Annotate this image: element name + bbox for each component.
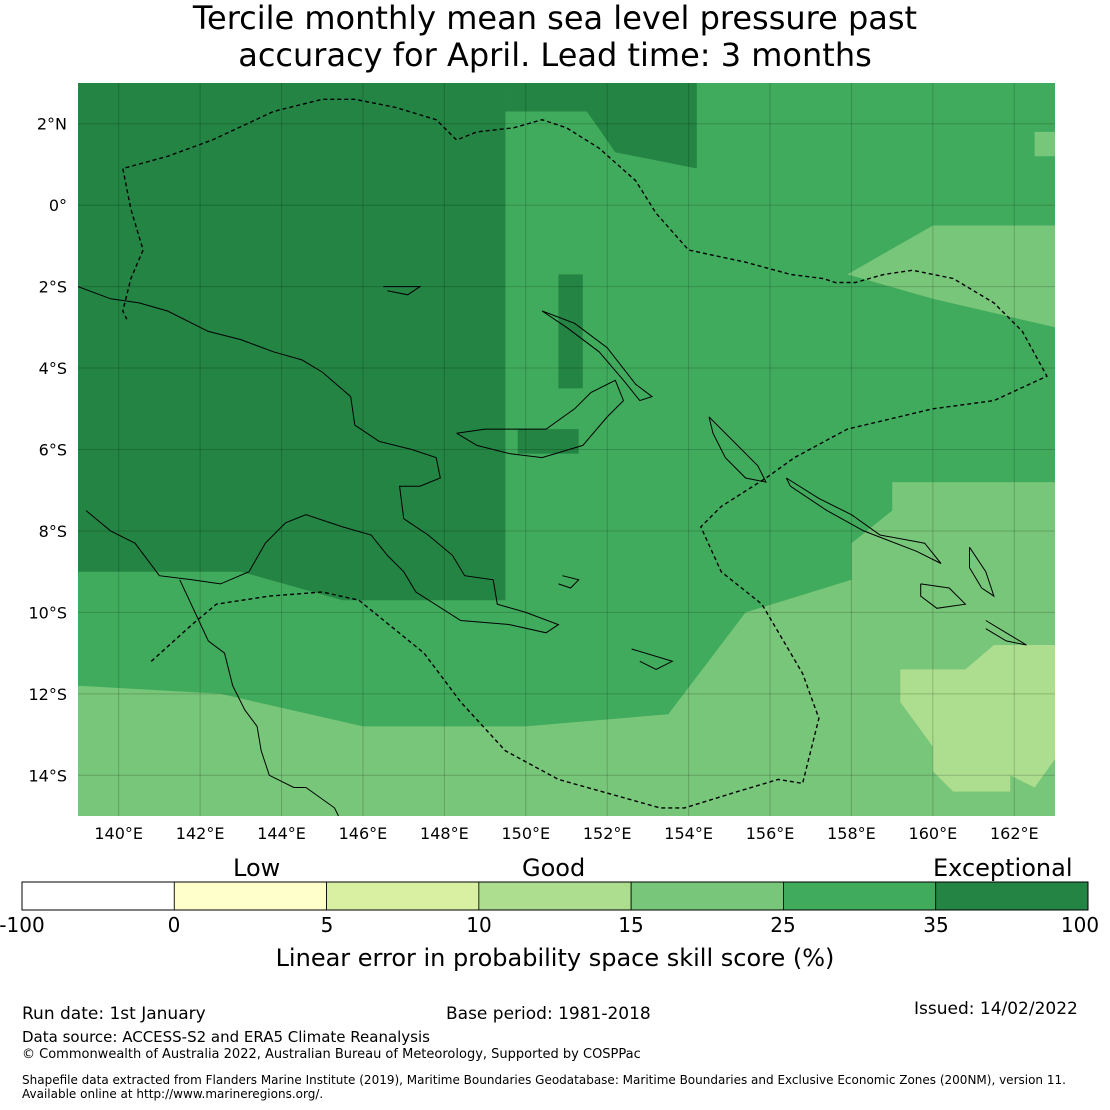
region-exceptional-north [505,83,697,169]
lat-tick-label: 2°N [37,115,67,134]
chart-title: Tercile monthly mean sea level pressure … [0,0,1110,74]
colorbar-segment [173,881,327,911]
lon-tick-label: 142°E [176,824,225,843]
coastline-newguinea [78,286,560,634]
coastline-australia [179,579,339,816]
lon-tick-label: 140°E [94,824,143,843]
coastline-solomon_c [920,583,967,609]
lat-tick-label: 2°S [39,278,67,297]
colorbar-segment [630,881,784,911]
lat-tick-label: 10°S [28,603,67,622]
lon-tick-label: 144°E [257,824,306,843]
region-fair-southeast [900,645,1055,792]
lon-tick-label: 154°E [664,824,713,843]
colorbar-segment [21,881,175,911]
lat-tick-label: 12°S [28,685,67,704]
coastline-solomon_d [985,620,1027,646]
lon-tick-label: 156°E [746,824,795,843]
category-low: Low [233,854,281,882]
base-period: Base period: 1981-2018 [446,1004,651,1024]
lat-tick-label: 14°S [28,766,67,785]
coastline-bougainville [708,416,767,483]
gridlines [78,83,1055,816]
colorbar-segment [935,881,1089,911]
region-exceptional-central-b [517,429,579,454]
chart-title-line-1: Tercile monthly mean sea level pressure … [192,0,918,37]
lon-tick-label: 152°E [583,824,632,843]
colorbar-tick: 0 [167,913,181,937]
copyright: © Commonwealth of Australia 2022, Austra… [22,1047,641,1062]
category-exceptional: Exceptional [933,854,1073,882]
skill-regions [78,83,1055,816]
coastline-newbritain [456,379,625,459]
category-good: Good [522,854,586,882]
data-source: Data source: ACCESS-S2 and ERA5 Climate … [22,1028,430,1046]
shapefile-credit-line-2: Available online at http://www.marinereg… [22,1087,324,1101]
colorbar-tick: 35 [923,913,949,937]
colorbar-tick: 5 [320,913,334,937]
eez-boundary [121,98,1048,809]
colorbar-segment [478,881,632,911]
lon-tick-label: 158°E [827,824,876,843]
longitude-axis: 140°E 142°E 144°E 146°E 148°E 150°E 152°E 154°E… [94,824,1038,843]
region-exceptional-central-c [383,457,416,478]
chart-title-line-2: accuracy for April. Lead time: 3 months [238,36,872,74]
colorbar-tick: -100 [0,913,45,937]
colorbar-tick: 100 [1060,913,1100,937]
colorbar [21,881,1089,911]
colorbar-segment [326,881,480,911]
colorbar-tick: 25 [770,913,796,937]
issued-date: Issued: 14/02/2022 [914,999,1078,1019]
lon-tick-label: 160°E [909,824,958,843]
colorbar-segment [783,881,937,911]
lat-tick-label: 6°S [39,441,67,460]
shapefile-credit-line-1: Shapefile data extracted from Flanders M… [22,1073,1066,1087]
run-date: Run date: 1st January [22,1004,206,1024]
coastline-solomon_a [785,477,942,564]
coastline-solomon_b [969,546,995,598]
lat-tick-label: 8°S [39,522,67,541]
lon-tick-label: 162°E [990,824,1039,843]
lon-tick-label: 146°E [339,824,388,843]
lat-tick-label: 4°S [39,359,67,378]
lon-tick-label: 148°E [420,824,469,843]
region-exceptional-central-a [558,274,583,389]
coastline-lae_islands [558,575,580,589]
lon-tick-label: 150°E [501,824,550,843]
region-good-southeast [78,482,1055,816]
colorbar-tick: 10 [466,913,492,937]
coastline-louisiade [631,648,674,670]
coastline-newireland [541,310,654,402]
colorbar-label: Linear error in probability space skill … [275,944,835,972]
region-exceptional-west [78,83,506,601]
latitude-axis: 2°N 0° 2°S 4°S 6°S 8°S 10°S 12°S 14°S [28,115,67,786]
region-good-east-strip [1034,131,1055,157]
lat-tick-label: 0° [49,196,67,215]
coastline-manus [383,286,422,296]
region-good-east [847,225,1055,328]
colorbar-tick: 15 [618,913,644,937]
coastlines [78,286,1027,816]
